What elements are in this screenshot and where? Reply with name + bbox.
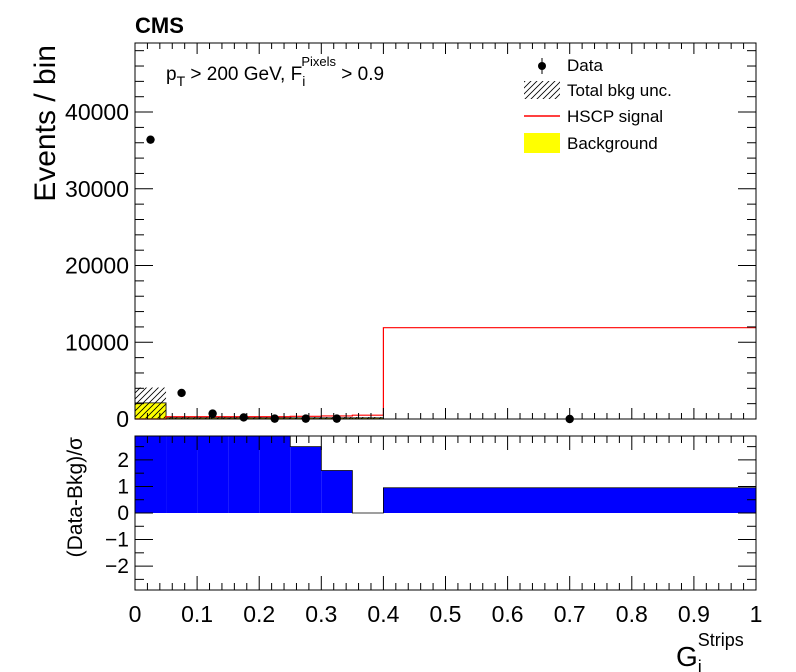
x-axis-label-sub: i — [698, 657, 702, 672]
x-tick-label: 0.5 — [430, 601, 462, 627]
ratio-bar — [135, 436, 167, 513]
selection-sup: Pixels — [301, 54, 336, 69]
selection-main: p — [166, 64, 177, 85]
ratio-bar — [166, 436, 198, 513]
selection-sub-t: T — [177, 73, 186, 89]
x-tick-label: 0.7 — [554, 601, 586, 627]
data-point — [239, 413, 248, 422]
x-tick-label: 0.1 — [181, 601, 213, 627]
legend: Data Total bkg unc. HSCP signal Backgrou… — [524, 56, 672, 153]
selection-rest1: > 200 GeV, F — [185, 64, 302, 85]
uncertainty-band — [166, 417, 198, 419]
data-point — [146, 135, 155, 144]
ratio-bar — [383, 487, 756, 513]
x-tick-label: 0.6 — [492, 601, 524, 627]
x-tick-label: 0.3 — [305, 601, 337, 627]
x-axis-label-sup: Strips — [698, 630, 744, 650]
main-panel: 0 10000 20000 30000 40000 Events / bin — [29, 42, 757, 432]
selection-annotation: pT > 200 GeV, Fi Pixels > 0.9 — [166, 54, 384, 89]
x-tick-label: 1 — [750, 601, 763, 627]
ratio-y-tick-label: 1 — [117, 475, 129, 498]
x-axis-label: Gi Strips — [676, 630, 744, 672]
ratio-y-axis-label: (Data-Bkg)/σ — [64, 437, 87, 557]
legend-entry-background: Background — [567, 134, 658, 153]
y-axis-label: Events / bin — [29, 45, 62, 202]
ratio-bar — [259, 436, 291, 513]
ratio-bar — [228, 436, 260, 513]
y-tick-label: 0 — [116, 406, 129, 432]
x-tick-label: 0.4 — [367, 601, 399, 627]
experiment-label: CMS — [135, 13, 184, 38]
legend-unc-swatch — [524, 81, 560, 99]
legend-entry-data: Data — [567, 56, 603, 75]
ratio-bar — [197, 436, 229, 513]
selection-rest2: > 0.9 — [336, 64, 384, 85]
y-tick-label: 30000 — [65, 176, 129, 202]
ratio-y-tick-label: 0 — [117, 502, 129, 525]
data-point — [208, 409, 217, 418]
ratio-bar — [321, 470, 353, 513]
uncertainty-band — [352, 417, 384, 419]
ratio-bar — [290, 446, 322, 513]
legend-bkg-swatch — [524, 133, 560, 153]
x-tick-label: 0.8 — [616, 601, 648, 627]
y-tick-label: 40000 — [65, 99, 129, 125]
uncertainty-band — [197, 417, 229, 419]
x-axis-label-main: G — [676, 641, 698, 672]
legend-entry-unc: Total bkg unc. — [567, 81, 672, 100]
selection-sub-i: i — [302, 73, 305, 89]
ratio-y-tick-label: 2 — [117, 449, 129, 472]
ratio-panel: −2 −1 0 1 2 0 0.1 0.2 0.3 0.4 0.5 0.6 0.7 0.8 0.9 1 (D… — [64, 435, 763, 672]
x-tick-label: 0.9 — [678, 601, 710, 627]
y-tick-label: 10000 — [65, 329, 129, 355]
ratio-y-tick-label: −1 — [105, 529, 129, 552]
y-tick-label: 20000 — [65, 253, 129, 279]
legend-entry-signal: HSCP signal — [567, 107, 663, 126]
x-tick-label: 0 — [129, 601, 142, 627]
x-tick-label: 0.2 — [243, 601, 275, 627]
data-point — [177, 388, 186, 398]
signal-line — [135, 327, 756, 420]
uncertainty-band — [135, 387, 167, 419]
ratio-y-tick-label: −2 — [105, 555, 129, 578]
